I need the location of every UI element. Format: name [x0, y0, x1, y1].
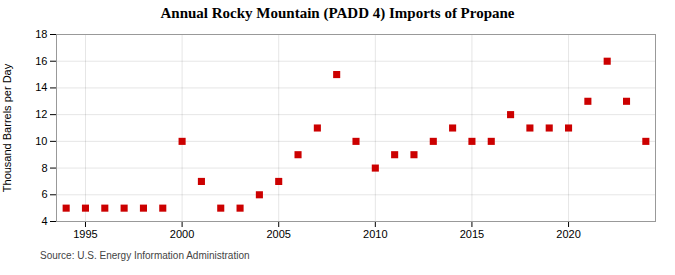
- svg-text:6: 6: [41, 188, 47, 200]
- svg-text:8: 8: [41, 162, 47, 174]
- svg-text:Thousand Barrels per Day: Thousand Barrels per Day: [1, 63, 13, 192]
- svg-text:2010: 2010: [363, 228, 387, 240]
- svg-text:10: 10: [35, 135, 47, 147]
- svg-text:4: 4: [41, 215, 47, 227]
- html-text:Annual Rocky Mountain (PADD 4): Annual Rocky Mountain (PADD 4) Imports o…: [160, 5, 515, 21]
- svg-text:2000: 2000: [170, 228, 194, 240]
- html-text:Source: U.S. Energy Informatio: Source: U.S. Energy Information Administ…: [40, 250, 250, 261]
- svg-text:18: 18: [35, 28, 47, 40]
- svg-text:2015: 2015: [460, 228, 484, 240]
- svg-text:2005: 2005: [266, 228, 290, 240]
- svg-text:12: 12: [35, 108, 47, 120]
- svg-text:16: 16: [35, 55, 47, 67]
- svg-text:14: 14: [35, 81, 47, 93]
- svg-text:1995: 1995: [73, 228, 97, 240]
- svg-text:2020: 2020: [556, 228, 580, 240]
